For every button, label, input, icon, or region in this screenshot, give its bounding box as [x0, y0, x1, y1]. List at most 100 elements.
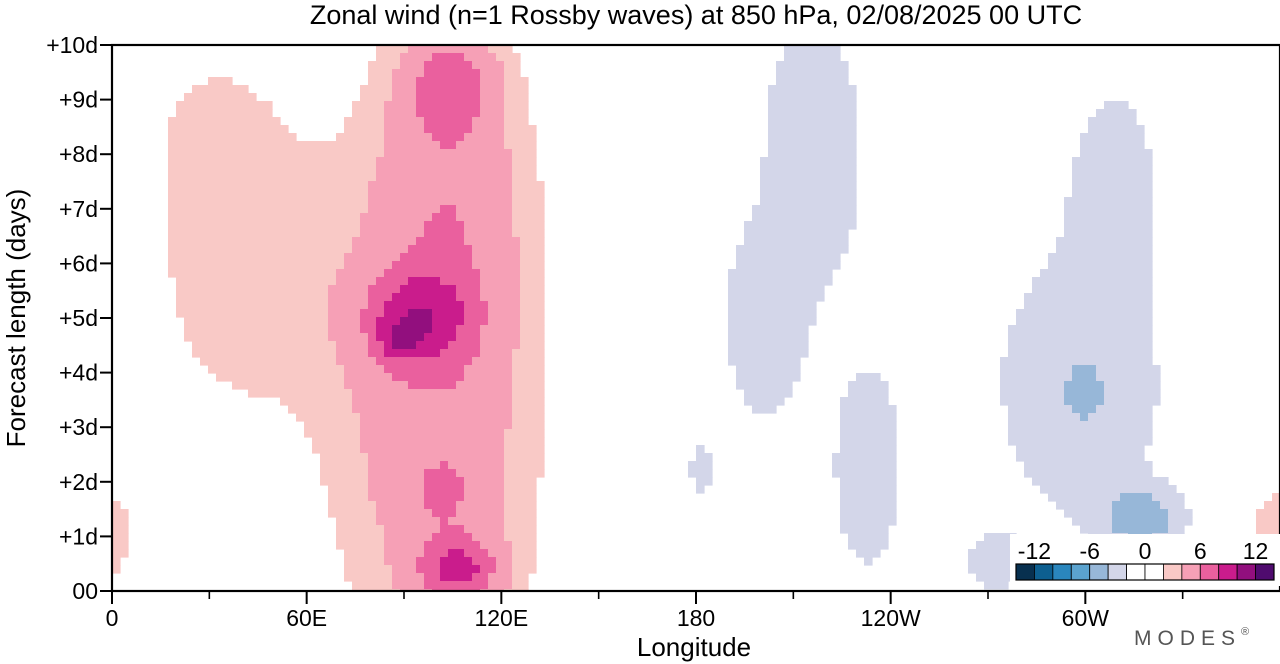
wind-contour-cell: [352, 581, 393, 590]
wind-contour-cell: [768, 133, 857, 142]
wind-contour-cell: [760, 165, 857, 174]
wind-contour-cell: [328, 501, 377, 510]
wind-contour-cell: [336, 533, 385, 542]
wind-contour-cell: [168, 237, 353, 246]
wind-contour-cell: [440, 525, 465, 534]
wind-contour-cell: [1064, 229, 1153, 238]
x-tick-label: 60W: [1062, 605, 1110, 631]
wind-contour-cell: [456, 333, 481, 342]
wind-contour-cell: [376, 325, 393, 334]
wind-contour-cell: [368, 461, 441, 470]
y-tick-label: +3d: [59, 414, 98, 440]
y-tick-label: +1d: [59, 523, 98, 549]
wind-contour-cell: [736, 365, 801, 374]
wind-contour-cell: [736, 245, 849, 254]
wind-contour-cell: [328, 333, 369, 342]
wind-contour-cell: [1112, 509, 1169, 518]
wind-contour-cell: [512, 157, 537, 166]
wind-contour-cell: [1048, 493, 1121, 502]
wind-contour-cell: [168, 261, 345, 270]
wind-contour-cell: [440, 461, 449, 470]
wind-contour-cell: [440, 573, 473, 582]
wind-contour-cell: [352, 405, 513, 414]
wind-contour-cell: [768, 101, 857, 110]
wind-contour-cell: [384, 117, 425, 126]
wind-contour-cell: [416, 109, 481, 118]
wind-contour-cell: [392, 69, 425, 78]
wind-contour-cell: [832, 469, 897, 478]
wind-contour-cell: [480, 349, 513, 358]
wind-contour-cell: [1072, 181, 1153, 190]
wind-contour-cell: [840, 501, 897, 510]
colorbar-swatch: [1089, 563, 1109, 581]
wind-contour-cell: [1064, 205, 1153, 214]
wind-contour-cell: [520, 253, 545, 262]
wind-contour-cell: [1256, 517, 1280, 526]
wind-contour-cell: [840, 509, 897, 518]
wind-contour-cell: [512, 381, 545, 390]
wind-contour-cell: [1112, 517, 1169, 526]
wind-contour-cell: [312, 437, 361, 446]
wind-contour-cell: [168, 269, 337, 278]
wind-contour-cell: [176, 277, 337, 286]
wind-contour-cell: [424, 221, 465, 230]
wind-contour-cell: [1072, 373, 1097, 382]
modes-logo: MODES®: [1134, 626, 1255, 650]
wind-contour-cell: [168, 125, 289, 134]
wind-contour-cell: [1080, 149, 1153, 158]
y-tick-label: +5d: [59, 305, 98, 331]
wind-contour-cell: [456, 325, 481, 334]
wind-contour-cell: [112, 525, 129, 534]
x-tick-label: 60E: [286, 605, 327, 631]
wind-contour-cell: [440, 277, 481, 286]
wind-contour-cell: [168, 117, 281, 126]
wind-contour-cell: [336, 517, 377, 526]
wind-contour-cell: [472, 117, 505, 126]
wind-contour-cell: [1104, 389, 1161, 398]
colorbar-swatch: [1144, 563, 1164, 581]
wind-contour-cell: [832, 461, 897, 470]
wind-contour-cell: [440, 141, 457, 150]
wind-contour-cell: [384, 349, 441, 358]
wind-contour-cell: [1024, 461, 1153, 470]
wind-contour-cell: [512, 349, 545, 358]
wind-contour-cell: [368, 77, 393, 86]
wind-contour-cell: [440, 517, 449, 526]
wind-contour-cell: [728, 317, 817, 326]
wind-contour-cell: [336, 357, 377, 366]
wind-contour-cell: [368, 181, 513, 190]
wind-contour-cell: [352, 245, 409, 254]
wind-contour-cell: [368, 189, 513, 198]
wind-contour-cell: [464, 53, 497, 62]
wind-contour-cell: [728, 277, 833, 286]
wind-contour-cell: [464, 365, 513, 374]
wind-contour-cell: [368, 333, 377, 342]
wind-contour-cell: [464, 485, 505, 494]
wind-contour-cell: [112, 533, 129, 542]
wind-contour-cell: [432, 309, 465, 318]
wind-contour-cell: [968, 557, 1025, 566]
colorbar-label: 6: [1194, 538, 1207, 564]
wind-contour-cell: [464, 549, 489, 558]
wind-contour-cell: [768, 85, 857, 94]
wind-contour-cell: [1064, 197, 1153, 206]
wind-contour-cell: [520, 301, 545, 310]
wind-contour-cell: [512, 549, 537, 558]
wind-contour-cell: [384, 269, 481, 278]
x-axis: 0 60E 120E 180 120W 60W: [106, 591, 1184, 631]
wind-contour-cell: [416, 341, 449, 350]
wind-contour-cell: [112, 517, 129, 526]
x-tick-label: 0: [106, 605, 119, 631]
wind-contour-cell: [728, 341, 809, 350]
wind-contour-cell: [520, 245, 545, 254]
wind-contour-cell: [840, 477, 897, 486]
wind-contour-cell: [456, 213, 513, 222]
wind-contour-cell: [336, 269, 385, 278]
wind-contour-cell: [400, 61, 425, 70]
wind-contour-cell: [496, 557, 513, 566]
wind-contour-cell: [376, 173, 513, 182]
wind-contour-cell: [520, 237, 545, 246]
colorbar-swatch: [1052, 563, 1072, 581]
wind-contour-cell: [776, 61, 849, 70]
wind-contour-cell: [696, 445, 705, 454]
